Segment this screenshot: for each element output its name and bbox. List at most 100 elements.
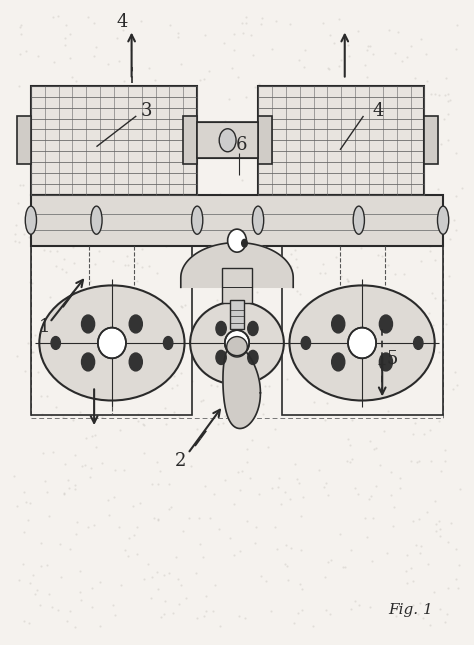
Point [350,125,358,135]
Point [387,490,395,500]
Point [206,123,213,134]
Point [346,439,354,450]
Point [29,346,36,357]
Point [244,444,251,455]
Ellipse shape [98,328,126,359]
Point [240,381,248,392]
Point [436,347,443,357]
Point [275,473,283,483]
Point [248,435,255,446]
Point [378,132,386,143]
Text: 1: 1 [39,318,51,336]
Point [246,330,253,340]
Point [197,395,205,406]
Point [31,88,39,98]
Circle shape [216,350,226,364]
Point [308,184,315,195]
Point [183,117,191,128]
Text: 6: 6 [236,135,247,154]
Point [337,270,345,281]
Bar [282,246,443,415]
Point [151,75,159,85]
Point [335,124,342,134]
Point [371,346,379,357]
Point [267,326,274,336]
Point [445,109,452,119]
Point [77,595,85,605]
Point [19,179,27,190]
Point [370,49,377,59]
Point [345,51,353,61]
Point [157,612,165,622]
Point [134,521,141,531]
Circle shape [216,321,226,335]
Point [390,604,398,614]
Point [123,251,130,261]
Point [297,511,305,521]
Point [392,269,399,279]
Point [119,25,127,35]
Point [79,364,86,374]
Point [293,254,301,264]
Point [115,221,123,231]
Point [138,244,146,254]
Ellipse shape [438,206,449,234]
Point [438,222,446,232]
Point [435,516,443,526]
Point [286,493,294,504]
Point [372,367,380,377]
Point [46,246,54,256]
Point [134,127,142,137]
Point [268,483,275,493]
Point [175,240,182,250]
Point [17,179,24,190]
Ellipse shape [227,337,247,357]
Point [366,197,374,207]
Point [316,465,323,475]
Point [374,250,382,260]
Point [45,590,53,600]
Point [88,582,96,593]
Point [187,100,194,110]
Point [19,559,27,569]
Point [160,570,168,580]
Ellipse shape [353,206,365,234]
Ellipse shape [228,229,246,252]
Point [281,129,289,139]
Point [293,262,301,272]
Point [278,252,285,262]
Point [419,613,427,624]
Point [170,406,178,417]
Point [409,600,417,610]
Point [169,363,177,373]
Point [297,289,304,299]
Point [135,409,142,419]
Point [118,192,125,202]
Point [46,91,54,101]
Point [444,537,452,547]
Point [155,513,162,524]
Point [177,151,184,161]
Point [230,360,237,370]
Point [275,199,283,210]
Point [263,575,270,586]
Point [50,57,58,67]
Point [178,302,185,312]
Point [423,507,430,517]
Point [235,265,242,275]
Point [178,59,185,69]
Point [264,330,272,340]
Point [445,96,452,106]
Ellipse shape [253,206,264,234]
Point [396,473,404,483]
Circle shape [129,353,142,371]
Point [121,545,128,555]
Point [43,150,50,160]
Polygon shape [181,243,293,287]
Bar [31,243,443,419]
Point [374,292,382,303]
Point [411,325,419,335]
Bar [258,86,424,195]
Point [244,379,252,390]
Point [177,368,185,378]
